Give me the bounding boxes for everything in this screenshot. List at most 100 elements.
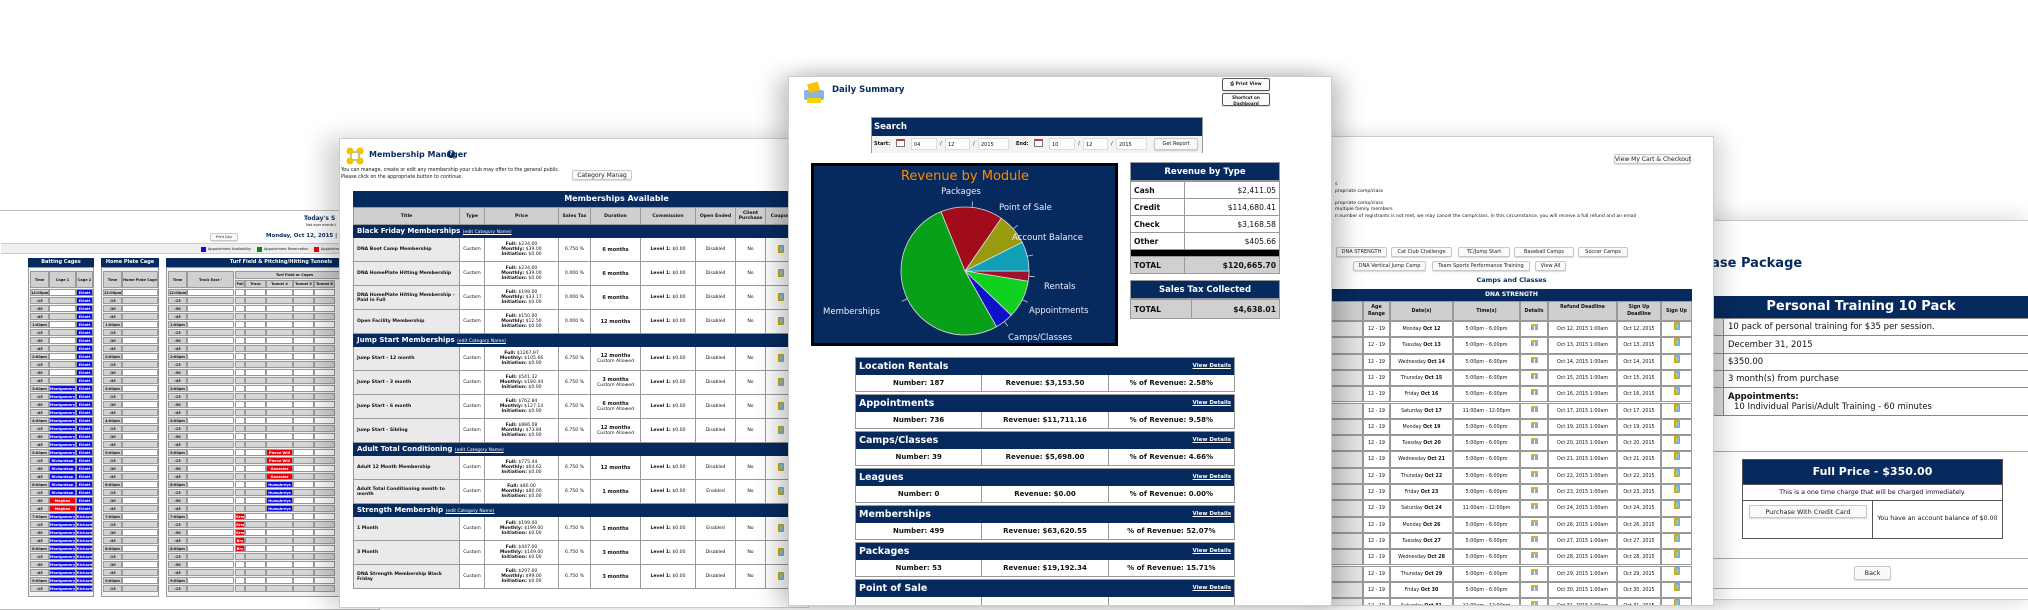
time-slot-cell[interactable] — [235, 553, 245, 560]
time-slot-cell[interactable] — [235, 569, 245, 576]
time-slot-cell[interactable] — [187, 409, 234, 416]
time-slot-cell[interactable] — [245, 441, 266, 448]
membership-title[interactable]: DNA HomePlate Hitting Membership - Paid … — [354, 286, 460, 310]
booking-block[interactable]: Humphreys — [266, 497, 293, 504]
time-slot-cell[interactable] — [187, 513, 234, 520]
booking-block[interactable]: Richardson — [76, 521, 93, 528]
time-slot-cell[interactable] — [245, 529, 266, 536]
time-slot-cell[interactable] — [266, 545, 293, 552]
time-slot-cell[interactable] — [187, 305, 234, 312]
time-slot-cell[interactable] — [314, 377, 335, 384]
booking-block[interactable]: Elliott — [76, 377, 93, 384]
view-details-link[interactable]: View Details — [1193, 432, 1231, 449]
time-slot-cell[interactable] — [235, 561, 245, 568]
time-slot-cell[interactable] — [187, 433, 234, 440]
time-slot-cell[interactable] — [293, 545, 314, 552]
booking-block[interactable]: Richardson — [49, 489, 76, 496]
booking-block[interactable]: Montgomery — [49, 585, 76, 592]
time-slot-cell[interactable] — [235, 465, 245, 472]
time-slot-cell[interactable] — [245, 289, 266, 296]
start-calendar-icon[interactable] — [896, 139, 905, 147]
time-slot-cell[interactable] — [187, 561, 234, 568]
time-slot-cell[interactable] — [266, 393, 293, 400]
time-slot-cell[interactable] — [245, 521, 266, 528]
time-slot-cell[interactable] — [49, 313, 76, 320]
view-details-link[interactable]: View Details — [1193, 506, 1231, 523]
time-slot-cell[interactable] — [245, 377, 266, 384]
time-slot-cell[interactable] — [293, 425, 314, 432]
time-slot-cell[interactable] — [187, 537, 234, 544]
coupon-icon[interactable] — [778, 245, 784, 253]
booking-block[interactable]: Elliott — [76, 361, 93, 368]
booking-block[interactable]: Elliott — [76, 449, 93, 456]
time-slot-cell[interactable] — [122, 497, 158, 504]
time-slot-cell[interactable] — [266, 537, 293, 544]
time-slot-cell[interactable] — [187, 377, 234, 384]
time-slot-cell[interactable] — [187, 353, 234, 360]
time-slot-cell[interactable] — [235, 321, 245, 328]
time-slot-cell[interactable] — [293, 401, 314, 408]
time-slot-cell[interactable] — [245, 585, 266, 592]
time-slot-cell[interactable] — [122, 353, 158, 360]
membership-title[interactable]: Jump Start - 6 month — [354, 395, 460, 419]
print-view-button[interactable]: ⎙ Print View — [1222, 78, 1270, 91]
time-slot-cell[interactable] — [187, 585, 234, 592]
time-slot-cell[interactable] — [314, 329, 335, 336]
time-slot-cell[interactable] — [122, 289, 158, 296]
time-slot-cell[interactable] — [187, 393, 234, 400]
time-slot-cell[interactable] — [122, 417, 158, 424]
time-slot-cell[interactable] — [235, 457, 245, 464]
time-slot-cell[interactable] — [245, 505, 266, 512]
booking-block[interactable]: Montgomery — [49, 417, 76, 424]
time-slot-cell[interactable] — [235, 577, 245, 584]
time-slot-cell[interactable] — [266, 297, 293, 304]
time-slot-cell[interactable] — [49, 377, 76, 384]
booking-block[interactable]: Richardson — [76, 537, 93, 544]
time-slot-cell[interactable] — [293, 585, 314, 592]
booking-block[interactable]: Elliott — [76, 305, 93, 312]
end-calendar-icon[interactable] — [1034, 139, 1043, 147]
time-slot-cell[interactable] — [314, 473, 335, 480]
coupon-icon[interactable] — [778, 426, 784, 434]
time-slot-cell[interactable] — [187, 289, 234, 296]
booking-block[interactable]: Richardson — [76, 553, 93, 560]
binoculars-icon[interactable] — [1531, 438, 1538, 444]
sign-up-icon[interactable] — [1674, 534, 1680, 542]
time-slot-cell[interactable] — [122, 321, 158, 328]
time-slot-cell[interactable] — [266, 305, 293, 312]
binoculars-icon[interactable] — [1531, 520, 1538, 526]
time-slot-cell[interactable] — [235, 585, 245, 592]
time-slot-cell[interactable] — [122, 561, 158, 568]
time-slot-cell[interactable] — [187, 545, 234, 552]
sign-up-icon[interactable] — [1674, 599, 1680, 606]
time-slot-cell[interactable] — [235, 345, 245, 352]
time-slot-cell[interactable] — [314, 553, 335, 560]
booking-block[interactable]: Bry — [235, 537, 245, 544]
time-slot-cell[interactable] — [266, 345, 293, 352]
time-slot-cell[interactable] — [49, 297, 76, 304]
time-slot-cell[interactable] — [122, 457, 158, 464]
time-slot-cell[interactable] — [245, 481, 266, 488]
time-slot-cell[interactable] — [122, 377, 158, 384]
time-slot-cell[interactable] — [266, 409, 293, 416]
booking-block[interactable]: Elliott — [76, 497, 93, 504]
time-slot-cell[interactable] — [293, 337, 314, 344]
time-slot-cell[interactable] — [187, 505, 234, 512]
booking-block[interactable]: Montgomery — [49, 393, 76, 400]
sign-up-icon[interactable] — [1674, 420, 1680, 428]
booking-block[interactable]: Montgomery — [49, 513, 76, 520]
binoculars-icon[interactable] — [1531, 454, 1538, 460]
membership-title[interactable]: Jump Start - 12 month — [354, 347, 460, 371]
time-slot-cell[interactable] — [293, 577, 314, 584]
time-slot-cell[interactable] — [49, 329, 76, 336]
time-slot-cell[interactable] — [266, 361, 293, 368]
time-slot-cell[interactable] — [235, 433, 245, 440]
time-slot-cell[interactable] — [314, 393, 335, 400]
view-details-link[interactable]: View Details — [1193, 395, 1231, 412]
time-slot-cell[interactable] — [293, 321, 314, 328]
booking-block[interactable]: Montgomery — [49, 425, 76, 432]
edit-category-link[interactable]: (edit Category Name) — [457, 339, 506, 344]
booking-block[interactable]: Richardson — [49, 465, 76, 472]
time-slot-cell[interactable] — [314, 353, 335, 360]
